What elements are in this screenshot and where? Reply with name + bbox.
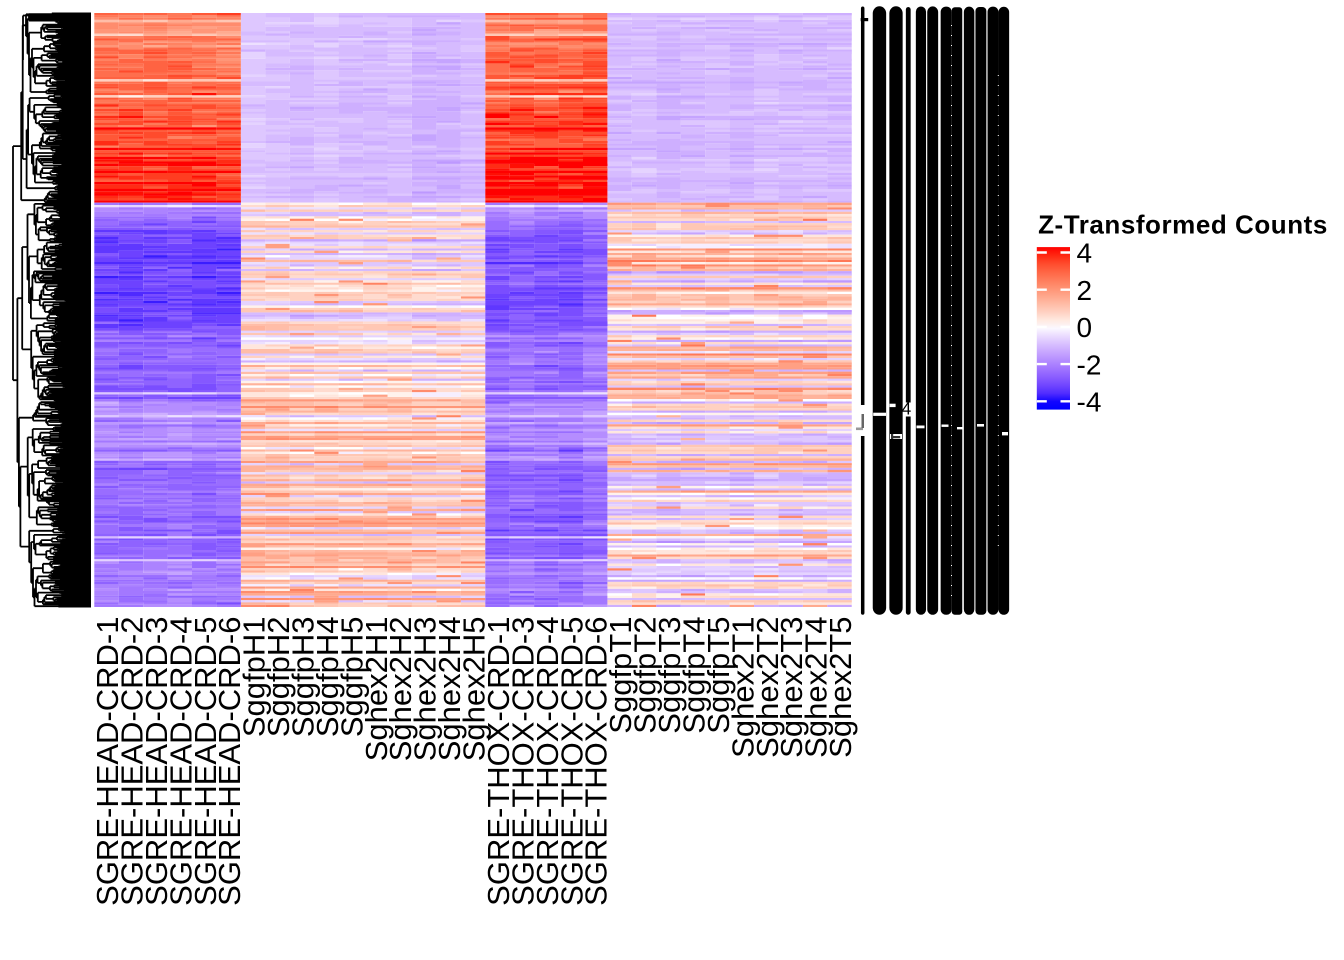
svg-text:SggfpT1: SggfpT1 bbox=[603, 617, 638, 734]
svg-text:-2: -2 bbox=[1077, 349, 1102, 380]
svg-text:2: 2 bbox=[1077, 275, 1093, 306]
svg-text:SGRE-HEAD-CRD-4: SGRE-HEAD-CRD-4 bbox=[163, 617, 198, 906]
svg-text:SggfpT4: SggfpT4 bbox=[677, 617, 712, 734]
svg-text:0: 0 bbox=[1077, 312, 1093, 343]
svg-text:SGRE-HEAD-CRD-1: SGRE-HEAD-CRD-1 bbox=[90, 617, 125, 906]
svg-text:Sghex2T1: Sghex2T1 bbox=[725, 617, 760, 758]
svg-text:SggfpH2: SggfpH2 bbox=[261, 617, 296, 738]
svg-text:SggfpH5: SggfpH5 bbox=[334, 617, 369, 738]
svg-text:Sghex2T2: Sghex2T2 bbox=[750, 617, 785, 758]
svg-text:Sghex2H2: Sghex2H2 bbox=[383, 617, 418, 762]
svg-text:SGRE-HEAD-CRD-2: SGRE-HEAD-CRD-2 bbox=[115, 617, 150, 906]
svg-text:Sghex2H4: Sghex2H4 bbox=[432, 617, 467, 762]
svg-text:SGRE-HEAD-CRD-5: SGRE-HEAD-CRD-5 bbox=[188, 617, 223, 906]
svg-text:SGRE-THOX-CRD-3: SGRE-THOX-CRD-3 bbox=[505, 617, 540, 906]
svg-text:SggfpT2: SggfpT2 bbox=[628, 617, 663, 734]
svg-text:SGRE-THOX-CRD-6: SGRE-THOX-CRD-6 bbox=[579, 617, 614, 906]
svg-text:SggfpT5: SggfpT5 bbox=[701, 617, 736, 734]
svg-text:Sghex2T3: Sghex2T3 bbox=[774, 617, 809, 758]
svg-text:SGRE-HEAD-CRD-6: SGRE-HEAD-CRD-6 bbox=[212, 617, 247, 906]
svg-text:SggfpT3: SggfpT3 bbox=[652, 617, 687, 734]
svg-text:SGRE-THOX-CRD-4: SGRE-THOX-CRD-4 bbox=[530, 617, 565, 906]
svg-text:Sghex2T5: Sghex2T5 bbox=[823, 617, 858, 758]
svg-text:Sghex2T4: Sghex2T4 bbox=[799, 617, 834, 758]
svg-text:Sghex2H5: Sghex2H5 bbox=[457, 617, 492, 762]
svg-text:SGRE-THOX-CRD-1: SGRE-THOX-CRD-1 bbox=[481, 617, 516, 906]
svg-text:4: 4 bbox=[1077, 238, 1093, 269]
svg-text:4: 4 bbox=[902, 399, 912, 419]
svg-text:SGRE-THOX-CRD-5: SGRE-THOX-CRD-5 bbox=[554, 617, 589, 906]
svg-text:-4: -4 bbox=[1077, 387, 1102, 418]
svg-text:Sghex2H3: Sghex2H3 bbox=[408, 617, 443, 762]
svg-text:SggfpH1: SggfpH1 bbox=[237, 617, 272, 738]
svg-text:Sghex2H1: Sghex2H1 bbox=[359, 617, 394, 762]
svg-text:SggfpH3: SggfpH3 bbox=[286, 617, 321, 738]
svg-text:Z-Transformed Counts: Z-Transformed Counts bbox=[1038, 210, 1328, 240]
svg-text:SggfpH4: SggfpH4 bbox=[310, 617, 345, 738]
svg-text:SGRE-HEAD-CRD-3: SGRE-HEAD-CRD-3 bbox=[139, 617, 174, 906]
